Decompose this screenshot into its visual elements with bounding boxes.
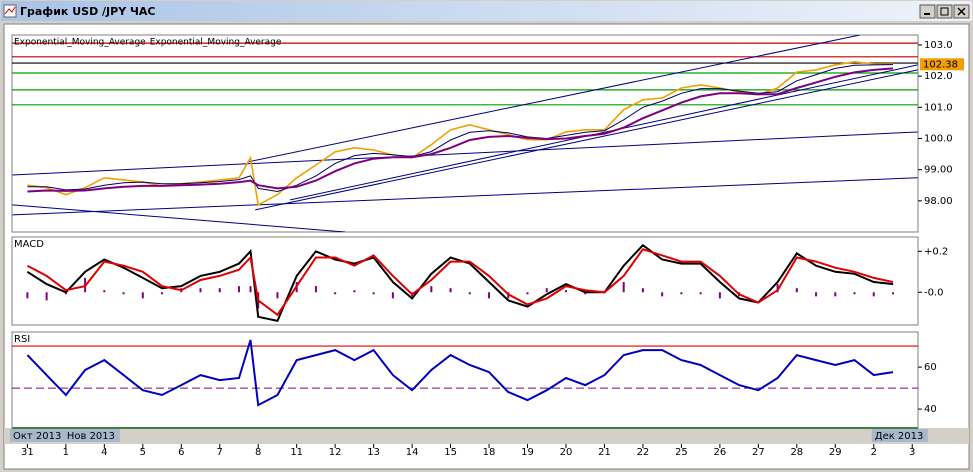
legend-entry: Exponential_Moving_Average <box>14 38 146 48</box>
window-title: График USD /JPY ЧАС <box>20 5 155 18</box>
plot <box>26 243 894 323</box>
x-tick-label: 28 <box>790 447 803 458</box>
x-tick-label: 5 <box>140 447 146 458</box>
series-line <box>27 64 894 193</box>
x-tick-label: 25 <box>675 447 688 458</box>
trend-line <box>12 131 918 176</box>
x-tick-label: 22 <box>637 447 650 458</box>
x-tick-label: 12 <box>329 447 342 458</box>
x-tick-label: 3 <box>909 447 915 458</box>
y-tick-label: 99.00 <box>924 165 953 176</box>
x-tick-label: 2 <box>871 447 877 458</box>
trend-line <box>290 64 918 201</box>
y-tick-label: 102.0 <box>924 71 953 82</box>
y-tick-label: 98.00 <box>924 196 953 207</box>
x-tick-label: 27 <box>752 447 765 458</box>
maximize-icon <box>940 7 949 16</box>
legend-entry: Exponential_Moving_Average <box>150 38 282 48</box>
y-tick-label: 60 <box>924 362 937 373</box>
x-tick-label: 11 <box>290 447 303 458</box>
close-icon <box>957 7 966 16</box>
panel-frame <box>11 331 919 429</box>
x-tick-label: 26 <box>714 447 727 458</box>
plot <box>26 339 894 407</box>
maximize-button[interactable] <box>936 4 953 19</box>
window-buttons[interactable] <box>919 4 970 19</box>
month-label-box <box>871 429 928 442</box>
minimize-button[interactable] <box>919 4 936 19</box>
x-tick-label: 6 <box>178 447 184 458</box>
series-line <box>26 339 894 407</box>
x-tick-label: 15 <box>444 447 457 458</box>
x-tick-label: 29 <box>829 447 842 458</box>
chart-area <box>3 23 970 470</box>
plot <box>12 35 918 232</box>
series-line <box>26 243 894 323</box>
panel-title: RSI <box>14 334 30 345</box>
panel-frame <box>11 236 919 326</box>
x-tick-label: 19 <box>521 447 534 458</box>
month-label-text: Дек 2013 <box>875 431 924 442</box>
y-tick-label: 40 <box>924 404 937 415</box>
month-label-box <box>63 429 120 442</box>
month-label-text: Нов 2013 <box>67 431 115 442</box>
month-label: Нов 2013 <box>63 429 120 442</box>
x-tick-label: 8 <box>255 447 261 458</box>
title-bar <box>1 1 972 21</box>
x-tick-label: 31 <box>21 447 34 458</box>
window-icon-line <box>4 6 16 15</box>
y-tick-label: 103.0 <box>924 40 953 51</box>
trend-line <box>255 69 918 211</box>
y-tick-label: 101.0 <box>924 102 953 113</box>
window-icon <box>3 4 17 18</box>
charts: 31 1 4 5 6 7 8 11 12 13 14 15 18 19 20 21 22 25 26 27 28 29 2 3… <box>10 34 964 458</box>
x-axis-band <box>4 428 969 444</box>
last-value-label: 102.38 <box>923 59 958 70</box>
x-tick-label: 4 <box>101 447 107 458</box>
x-tick-label: 14 <box>406 447 419 458</box>
y-tick-label: +0.2 <box>924 246 948 257</box>
trend-line <box>12 177 918 216</box>
x-tick-label: 18 <box>483 447 496 458</box>
last-value-box <box>920 58 964 71</box>
month-label: Дек 2013 <box>871 429 928 442</box>
x-tick-label: 21 <box>598 447 611 458</box>
x-tick-label: 20 <box>560 447 573 458</box>
x-tick-label: 1 <box>63 447 69 458</box>
y-tick-label: 100.0 <box>924 133 953 144</box>
trend-line <box>248 35 861 163</box>
trend-line <box>12 204 346 232</box>
month-label-text: Окт 2013 <box>13 431 61 442</box>
panel-frame <box>11 34 919 233</box>
x-tick-label: 7 <box>217 447 223 458</box>
panel-title: MACD <box>14 239 44 250</box>
y-tick-label: -0.0 <box>924 287 944 298</box>
series-line <box>26 248 894 317</box>
month-label: Окт 2013 <box>10 429 66 442</box>
month-label-box <box>10 429 66 442</box>
series-line <box>27 67 894 193</box>
x-tick-label: 13 <box>367 447 380 458</box>
